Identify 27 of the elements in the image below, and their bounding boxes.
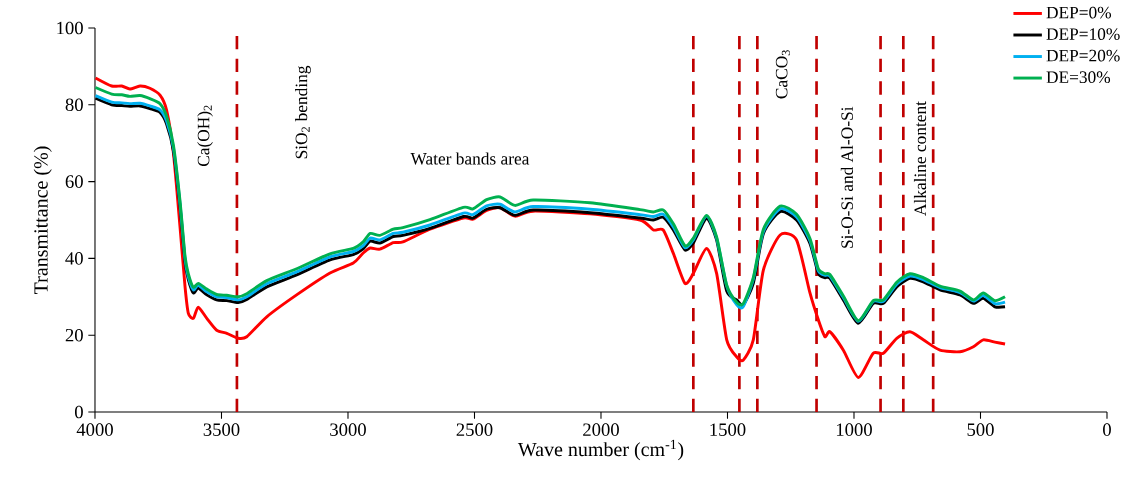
- annotation: Ca(OH)$_{2}$: [197, 105, 213, 167]
- y-tick-label: 40: [65, 252, 83, 265]
- annotation: Water bands area: [410, 152, 530, 165]
- x-tick-label: 3500: [203, 423, 240, 436]
- legend-label: DE=30%: [1046, 71, 1111, 84]
- x-tick-label: 500: [967, 423, 994, 436]
- x-axis-title: Wave number (cm$^{-1}$): [517, 439, 684, 461]
- legend-label: DEP=0%: [1046, 6, 1112, 19]
- annotation: Si-O-Si and Al-O-Si: [840, 106, 853, 248]
- y-tick-label: 60: [65, 175, 83, 188]
- y-tick-label: 0: [74, 405, 83, 419]
- x-tick-label: 3000: [330, 423, 366, 436]
- x-tick-label: 1000: [836, 423, 872, 436]
- x-tick-label: 2500: [456, 423, 493, 436]
- y-tick-label: 80: [65, 98, 83, 112]
- annotation: Alkaline content: [913, 101, 927, 216]
- x-tick-label: 4000: [76, 423, 113, 436]
- legend-label: DEP=20%: [1046, 49, 1120, 62]
- y-tick-label: 20: [65, 328, 83, 342]
- x-tick-label: 2000: [583, 423, 619, 436]
- annotation: SiO$_{2}$ bending: [295, 65, 311, 159]
- x-tick-label: 1500: [710, 423, 746, 436]
- legend-label: DEP=10%: [1046, 28, 1120, 40]
- x-tick-label: 0: [1103, 423, 1111, 436]
- annotation: CaCO$_{3}$: [775, 50, 790, 99]
- y-axis-title: Transmittance (%): [33, 146, 52, 294]
- y-tick-label: 100: [57, 21, 83, 35]
